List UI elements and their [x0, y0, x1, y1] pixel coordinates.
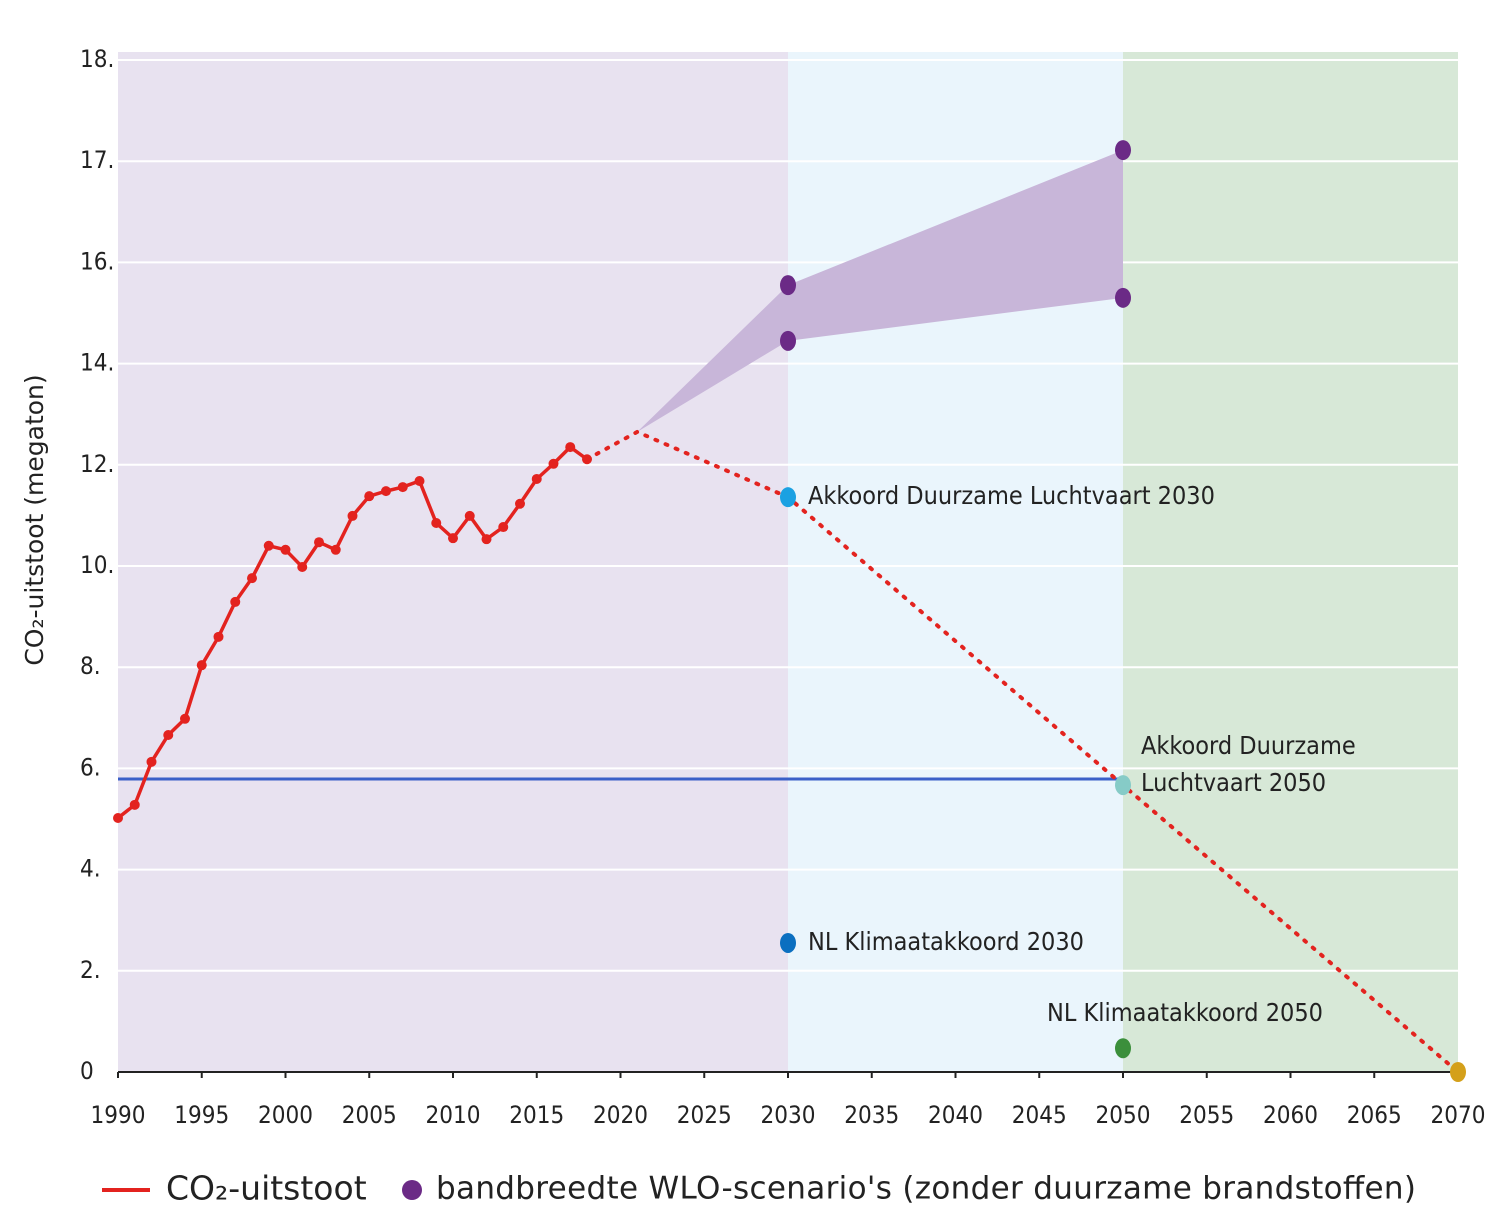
scenario-dot	[780, 330, 796, 351]
x-tick-label: 2035	[844, 1101, 899, 1129]
y-tick-label: 6.	[80, 753, 101, 781]
y-tick-label: 18.	[80, 45, 114, 73]
y-tick-label: 16.	[80, 247, 114, 275]
series-dot	[146, 756, 157, 767]
y-tick-label: 2.	[80, 956, 101, 984]
series-dot	[129, 799, 140, 810]
x-tick-label: 2010	[426, 1101, 481, 1129]
target-point	[1450, 1062, 1466, 1082]
scenario-dot	[780, 275, 796, 296]
series-dot	[163, 730, 174, 741]
x-tick-label: 1990	[91, 1101, 146, 1129]
target-point	[780, 932, 796, 953]
y-tick-label: 4.	[80, 855, 101, 883]
y-axis-label: CO₂-uitstoot (megaton)	[20, 374, 49, 665]
series-dot	[464, 510, 475, 521]
series-dot	[381, 486, 391, 497]
x-tick-label: 2025	[677, 1101, 732, 1129]
x-tick-label: 2005	[342, 1101, 397, 1129]
series-dot	[548, 458, 559, 469]
y-tick-label: 17.	[80, 146, 114, 174]
series-dot	[431, 517, 442, 528]
target-point	[780, 487, 796, 508]
point-label: Luchtvaart 2050	[1141, 768, 1326, 797]
x-tick-label: 2060	[1263, 1101, 1318, 1129]
y-tick-label: 14.	[80, 349, 114, 377]
y-tick-label: 0	[80, 1057, 94, 1085]
x-tick-label: 2015	[509, 1101, 564, 1129]
region	[1123, 52, 1458, 1072]
point-label: NL Klimaatakkoord 2050	[1047, 998, 1323, 1027]
series-dot	[180, 713, 190, 724]
series-dot	[297, 562, 308, 573]
series-dot	[565, 442, 576, 453]
x-tick-label: 1995	[174, 1101, 229, 1129]
series-dot	[515, 498, 525, 509]
legend-label: CO₂-uitstoot	[166, 1169, 367, 1208]
series-dot	[314, 537, 324, 548]
series-dot	[113, 812, 123, 823]
point-label: Akkoord Duurzame	[1141, 731, 1356, 760]
series-dot	[414, 475, 425, 486]
x-tick-label: 2055	[1179, 1101, 1234, 1129]
x-tick-label: 2065	[1347, 1101, 1402, 1129]
series-dot	[364, 491, 375, 502]
point-label: NL Klimaatakkoord 2030	[808, 927, 1084, 956]
x-tick-label: 2040	[928, 1101, 983, 1129]
series-dot	[196, 660, 207, 671]
y-tick-label: 8.	[80, 652, 101, 680]
scenario-dot	[1115, 287, 1131, 308]
series-dot	[247, 573, 257, 584]
point-label: Akkoord Duurzame Luchtvaart 2030	[808, 481, 1215, 510]
x-tick-label: 2045	[1012, 1101, 1067, 1129]
series-dot	[330, 544, 341, 555]
region	[118, 52, 788, 1072]
x-tick-label: 2020	[593, 1101, 648, 1129]
series-dot	[230, 596, 241, 607]
x-tick-label: 2030	[761, 1101, 816, 1129]
series-dot	[280, 544, 291, 555]
target-point	[1115, 1038, 1131, 1059]
x-tick-label: 2070	[1431, 1101, 1486, 1129]
legend-swatch	[402, 1180, 422, 1200]
legend-label: bandbreedte WLO-scenario's (zonder duurz…	[436, 1171, 1416, 1207]
x-tick-label: 2050	[1096, 1101, 1151, 1129]
series-dot	[531, 473, 542, 484]
series-dot	[263, 540, 274, 551]
series-dot	[213, 631, 224, 642]
series-dot	[582, 454, 592, 465]
scenario-band	[637, 150, 1123, 432]
series-dot	[347, 510, 358, 521]
series-dot	[498, 522, 509, 533]
y-tick-label: 10.	[80, 551, 114, 579]
series-dot	[481, 534, 492, 545]
target-point	[1115, 775, 1131, 796]
series-dot	[448, 533, 458, 544]
scenario-dot	[1115, 140, 1131, 161]
x-tick-label: 2000	[258, 1101, 313, 1129]
y-tick-label: 12.	[80, 450, 114, 478]
series-dot	[397, 482, 408, 493]
